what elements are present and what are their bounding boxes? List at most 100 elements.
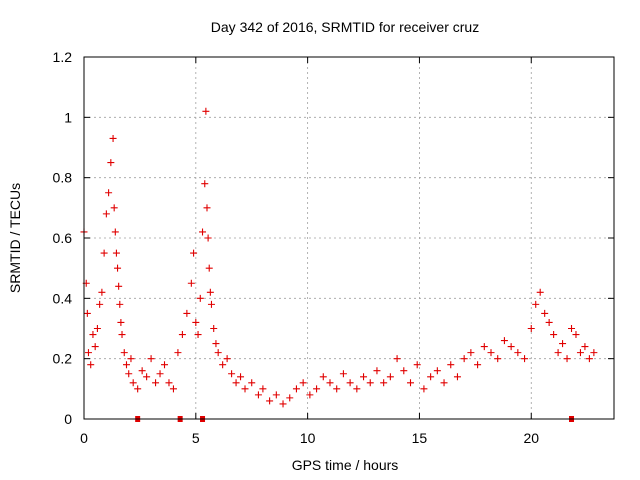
- data-point: [480, 343, 488, 351]
- data-point: [576, 349, 584, 357]
- data-point: [232, 379, 240, 387]
- data-point: [212, 340, 220, 348]
- data-point: [129, 379, 137, 387]
- data-point: [527, 325, 535, 332]
- x-axis-ticks: 0 5 10 15 20: [80, 57, 539, 446]
- data-point: [319, 373, 327, 381]
- data-point: [143, 373, 151, 381]
- data-point: [581, 343, 589, 351]
- data-point: [156, 370, 164, 378]
- data-point: [427, 373, 435, 381]
- data-point: [210, 325, 218, 332]
- data-point: [199, 228, 207, 236]
- data-point: [100, 249, 108, 257]
- data-point: [333, 385, 341, 393]
- data-point: [178, 331, 186, 339]
- data-point: [554, 349, 562, 357]
- data-point: [279, 400, 287, 408]
- data-point: [339, 370, 347, 378]
- data-point: [413, 361, 421, 369]
- data-point: [115, 282, 123, 290]
- data-point: [563, 355, 571, 363]
- data-point: [87, 361, 95, 369]
- data-point: [93, 325, 101, 332]
- data-point: [366, 379, 374, 387]
- data-point: [125, 370, 133, 378]
- data-point: [313, 385, 321, 393]
- data-point: [440, 379, 448, 387]
- data-point: [192, 318, 200, 326]
- data-point: [98, 288, 106, 296]
- data-point: [494, 355, 502, 363]
- data-point: [83, 309, 91, 317]
- data-point: [467, 349, 475, 357]
- data-point: [107, 159, 115, 167]
- data-point: [433, 367, 441, 375]
- data-point: [541, 309, 549, 317]
- data-point: [207, 300, 215, 308]
- data-point: [406, 379, 414, 387]
- data-point: [306, 391, 314, 399]
- data-point: [393, 355, 401, 363]
- x-axis-label: GPS time / hours: [292, 457, 399, 473]
- data-point: [174, 349, 182, 357]
- data-point: [194, 331, 202, 339]
- x-tick-label: 0: [80, 430, 88, 446]
- data-point: [380, 379, 388, 387]
- data-point: [453, 373, 461, 381]
- data-point: [272, 391, 280, 399]
- x-tick-label: 10: [300, 430, 316, 446]
- y-axis-label: SRMTID / TECUs: [7, 183, 23, 293]
- data-point: [254, 391, 262, 399]
- data-point: [521, 355, 529, 363]
- y-tick-label: 0: [64, 411, 72, 427]
- data-point: [203, 204, 211, 212]
- data-point: [360, 373, 368, 381]
- data-point: [572, 331, 580, 339]
- data-point: [585, 355, 593, 363]
- data-point: [420, 385, 428, 393]
- x-tick-label: 20: [523, 430, 539, 446]
- data-point: [109, 134, 117, 142]
- data-point: [514, 349, 522, 357]
- data-point: [373, 367, 381, 375]
- data-point: [152, 379, 160, 387]
- data-point: [590, 349, 598, 357]
- data-point: [474, 361, 482, 369]
- data-point: [545, 318, 553, 326]
- data-point: [299, 379, 307, 387]
- data-point: [205, 264, 213, 272]
- data-point: [447, 361, 455, 369]
- data-point: [346, 379, 354, 387]
- data-point: [105, 189, 113, 197]
- data-point: [532, 300, 540, 308]
- x-tick-label: 5: [192, 430, 200, 446]
- data-point: [201, 180, 209, 188]
- data-point: [147, 355, 155, 363]
- data-point: [353, 385, 361, 393]
- data-point: [114, 264, 122, 272]
- data-point: [91, 343, 99, 351]
- data-point: [386, 373, 394, 381]
- y-axis-ticks: 0 0.2 0.4 0.6 0.8 1 1.2: [53, 49, 614, 427]
- data-points: [80, 107, 598, 408]
- y-tick-label: 1.2: [53, 49, 73, 65]
- data-point: [536, 288, 544, 296]
- data-point: [237, 373, 245, 381]
- data-point: [102, 210, 110, 218]
- data-point: [96, 300, 104, 308]
- data-point: [550, 331, 558, 339]
- data-point: [117, 318, 125, 326]
- y-tick-label: 0.2: [53, 351, 73, 367]
- data-point: [460, 355, 468, 363]
- data-point: [190, 249, 198, 257]
- data-point: [204, 234, 212, 242]
- data-point: [187, 279, 195, 287]
- data-point: [487, 349, 495, 357]
- data-point: [248, 379, 256, 387]
- data-point: [214, 349, 222, 357]
- data-point: [161, 361, 169, 369]
- data-point: [116, 300, 124, 308]
- data-point: [165, 379, 173, 387]
